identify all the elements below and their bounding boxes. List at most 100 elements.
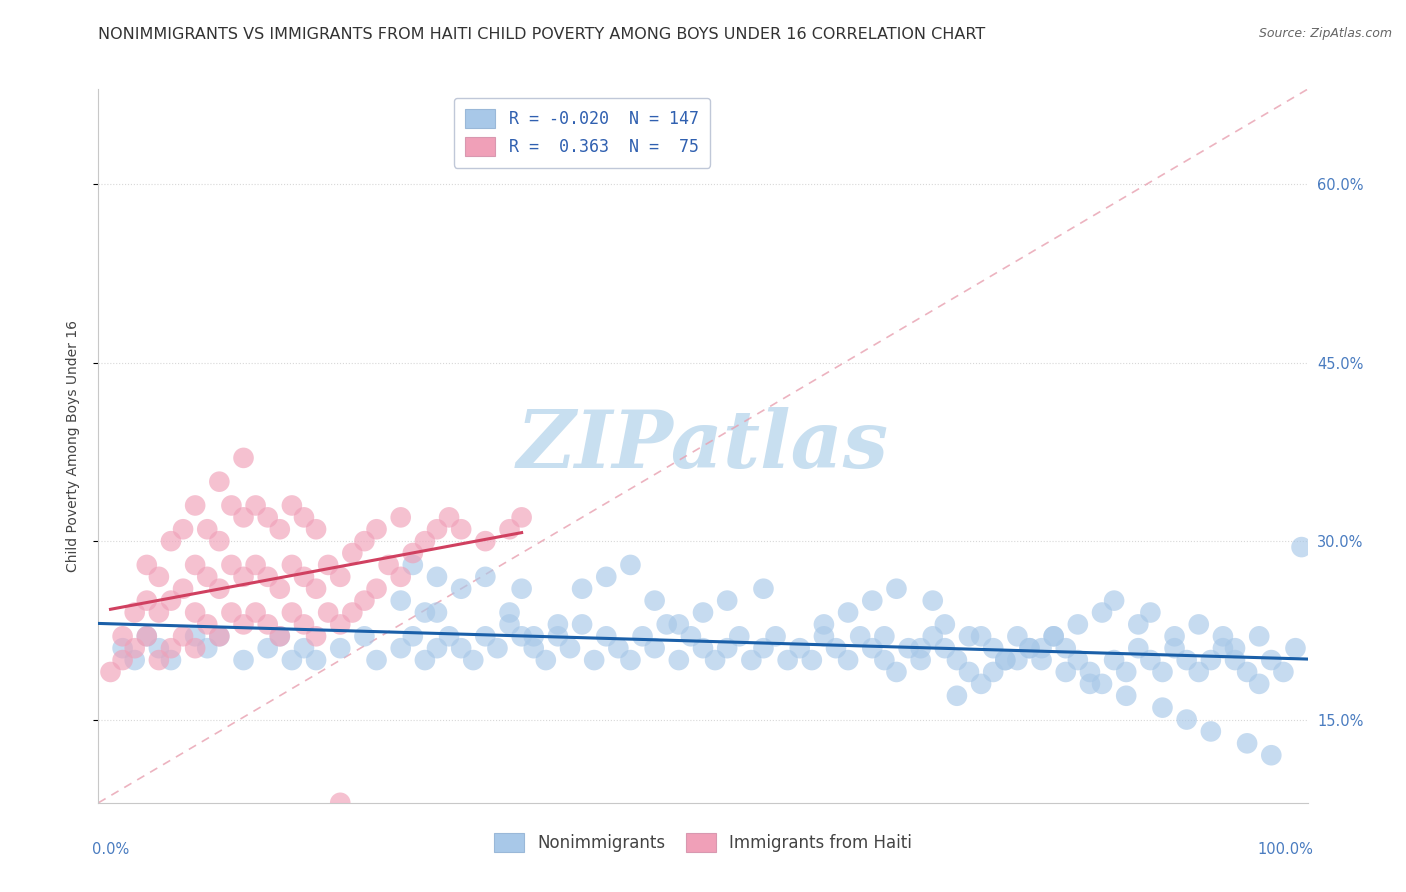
Point — [413, 606, 436, 620]
Point — [329, 617, 352, 632]
Point — [860, 593, 883, 607]
Point — [208, 475, 231, 489]
Point — [704, 653, 727, 667]
Point — [1128, 641, 1150, 656]
Point — [644, 641, 666, 656]
Point — [172, 582, 194, 596]
Point — [245, 499, 267, 513]
Point — [195, 522, 218, 536]
Point — [619, 653, 641, 667]
Point — [1091, 677, 1114, 691]
Point — [1152, 700, 1174, 714]
Point — [510, 510, 533, 524]
Point — [402, 558, 425, 572]
Point — [281, 558, 304, 572]
Point — [1212, 629, 1234, 643]
Point — [1091, 606, 1114, 620]
Point — [160, 641, 183, 656]
Point — [837, 606, 859, 620]
Point — [208, 629, 231, 643]
Point — [232, 570, 254, 584]
Point — [534, 653, 557, 667]
Point — [208, 629, 231, 643]
Point — [366, 653, 388, 667]
Point — [849, 629, 872, 643]
Point — [221, 606, 243, 620]
Point — [740, 653, 762, 667]
Point — [1175, 653, 1198, 667]
Point — [292, 570, 315, 584]
Point — [111, 641, 134, 656]
Point — [837, 653, 859, 667]
Point — [558, 641, 581, 656]
Point — [160, 534, 183, 549]
Text: ZIPatlas: ZIPatlas — [517, 408, 889, 484]
Point — [426, 606, 449, 620]
Point — [232, 510, 254, 524]
Point — [679, 629, 702, 643]
Point — [245, 558, 267, 572]
Point — [498, 617, 520, 632]
Point — [366, 522, 388, 536]
Point — [825, 641, 848, 656]
Point — [873, 653, 896, 667]
Point — [329, 570, 352, 584]
Point — [450, 641, 472, 656]
Point — [1102, 593, 1125, 607]
Point — [232, 450, 254, 465]
Point — [329, 796, 352, 810]
Point — [342, 546, 364, 560]
Point — [208, 582, 231, 596]
Point — [124, 641, 146, 656]
Point — [1115, 665, 1137, 679]
Point — [402, 629, 425, 643]
Point — [1199, 724, 1222, 739]
Point — [292, 641, 315, 656]
Point — [886, 665, 908, 679]
Point — [292, 510, 315, 524]
Point — [1212, 641, 1234, 656]
Point — [232, 617, 254, 632]
Point — [135, 558, 157, 572]
Point — [1078, 665, 1101, 679]
Point — [474, 570, 496, 584]
Point — [970, 677, 993, 691]
Point — [886, 582, 908, 596]
Point — [389, 641, 412, 656]
Point — [353, 534, 375, 549]
Point — [124, 606, 146, 620]
Point — [1223, 653, 1246, 667]
Point — [437, 629, 460, 643]
Point — [583, 653, 606, 667]
Point — [160, 593, 183, 607]
Point — [1139, 606, 1161, 620]
Y-axis label: Child Poverty Among Boys Under 16: Child Poverty Among Boys Under 16 — [66, 320, 80, 572]
Point — [1007, 653, 1029, 667]
Point — [510, 582, 533, 596]
Point — [148, 641, 170, 656]
Point — [281, 499, 304, 513]
Point — [946, 689, 969, 703]
Point — [329, 641, 352, 656]
Point — [607, 641, 630, 656]
Point — [1163, 641, 1185, 656]
Point — [377, 558, 399, 572]
Text: Source: ZipAtlas.com: Source: ZipAtlas.com — [1258, 27, 1392, 40]
Point — [256, 510, 278, 524]
Point — [245, 606, 267, 620]
Point — [1260, 653, 1282, 667]
Point — [184, 499, 207, 513]
Point — [426, 570, 449, 584]
Point — [1054, 665, 1077, 679]
Point — [910, 653, 932, 667]
Point — [1223, 641, 1246, 656]
Point — [305, 653, 328, 667]
Point — [316, 558, 339, 572]
Point — [437, 510, 460, 524]
Point — [305, 629, 328, 643]
Point — [921, 593, 943, 607]
Point — [571, 617, 593, 632]
Point — [498, 522, 520, 536]
Point — [547, 617, 569, 632]
Point — [1188, 665, 1211, 679]
